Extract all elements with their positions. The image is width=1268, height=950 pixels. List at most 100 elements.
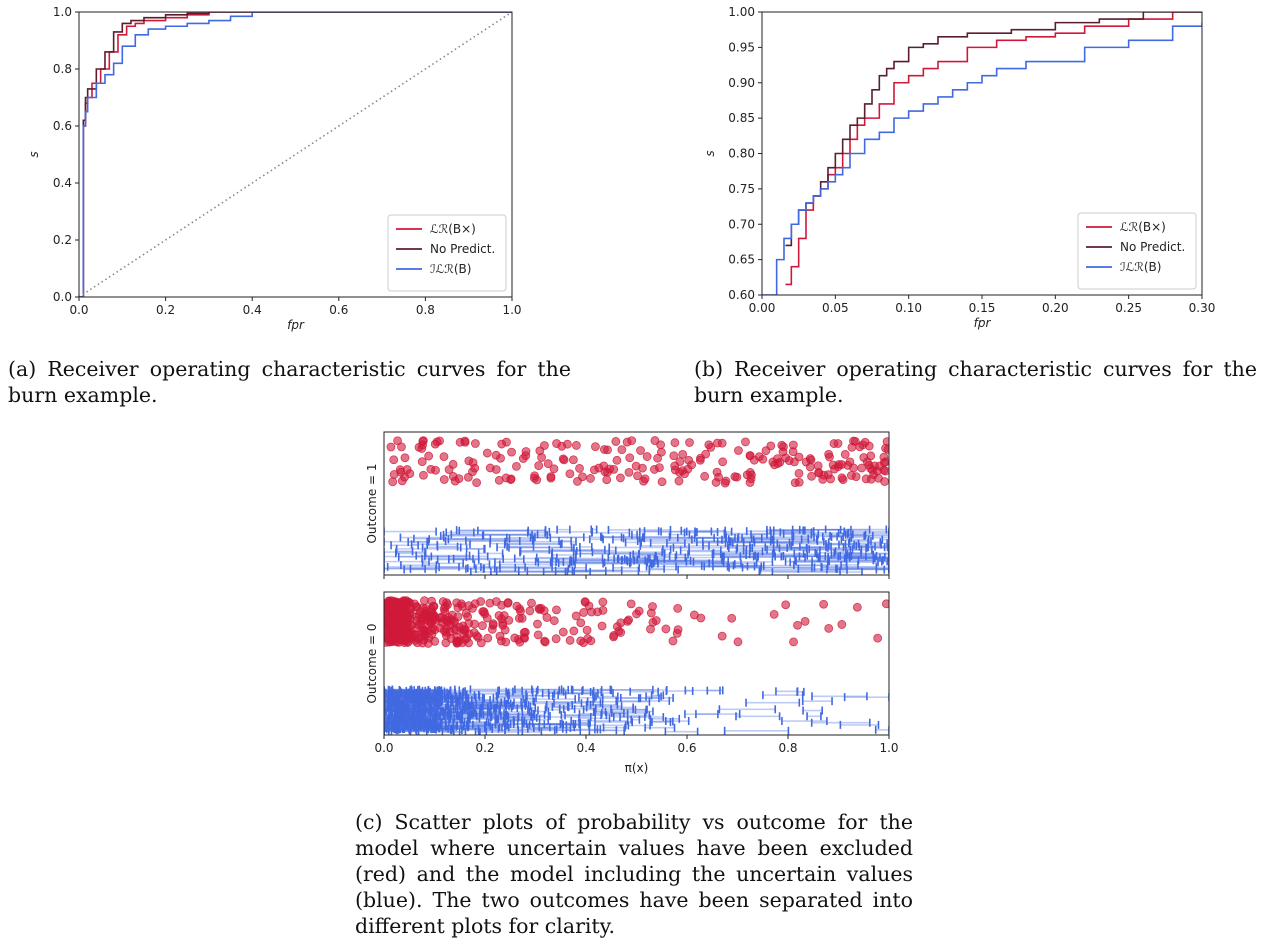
probability-point xyxy=(634,606,644,616)
probability-point xyxy=(525,606,535,616)
probability-point xyxy=(494,475,504,485)
probability-point xyxy=(430,636,440,646)
probability-point xyxy=(873,633,883,643)
probability-point xyxy=(491,450,501,460)
probability-point xyxy=(384,602,391,612)
probability-point xyxy=(429,601,439,611)
probability-point xyxy=(612,455,622,465)
y-tick-label: 0.2 xyxy=(53,233,72,247)
x-tick-label: 0.0 xyxy=(374,741,393,755)
probability-point xyxy=(533,630,543,640)
probability-point xyxy=(800,616,810,626)
probability-point xyxy=(478,621,487,631)
probability-point xyxy=(442,598,452,608)
y-tick-label: 0.75 xyxy=(728,182,755,196)
probability-point xyxy=(532,475,542,485)
probability-point xyxy=(685,438,694,447)
probability-point xyxy=(881,599,889,609)
probability-point xyxy=(514,613,524,623)
probability-point xyxy=(624,615,634,625)
probability-point xyxy=(435,436,444,446)
probability-point xyxy=(405,469,415,479)
probability-point xyxy=(718,457,728,467)
probability-point xyxy=(549,616,559,626)
probability-point xyxy=(579,608,589,617)
probability-point xyxy=(552,605,561,615)
x-tick-label: 0.10 xyxy=(895,301,922,315)
probability-point xyxy=(535,446,545,456)
probability-point xyxy=(482,448,492,458)
probability-point xyxy=(598,597,608,607)
probability-point xyxy=(397,604,407,614)
probability-point xyxy=(512,462,521,471)
probability-point xyxy=(472,478,482,488)
y-tick-label: 0.6 xyxy=(53,119,72,133)
probability-point xyxy=(503,598,513,607)
probability-point xyxy=(734,446,743,455)
probability-point xyxy=(549,464,559,474)
probability-point xyxy=(565,469,575,479)
probability-point xyxy=(881,466,889,476)
probability-point xyxy=(624,467,634,477)
probability-point xyxy=(431,615,441,625)
probability-point xyxy=(807,471,816,481)
probability-scatter-chart-c: Outcome = 1 Outcome = 0 0.0 0.2 0.4 0.6 0.8 1.0… xyxy=(365,431,899,775)
x-tick-label: 0.8 xyxy=(778,741,797,755)
probability-point xyxy=(543,459,553,469)
probability-point xyxy=(470,439,480,448)
probability-point xyxy=(565,635,575,645)
probability-point xyxy=(398,616,407,626)
probability-point xyxy=(860,437,870,447)
probability-point xyxy=(616,618,626,628)
probability-point xyxy=(457,601,467,611)
roc-chart-b: 0.00 0.05 0.10 0.15 0.20 0.25 0.30 0.60 0.65 0.70… xyxy=(703,5,1215,330)
x-axis-label: π(x) xyxy=(625,761,649,775)
probability-point xyxy=(478,607,488,616)
x-tick-label: 1.0 xyxy=(502,303,521,317)
probability-point xyxy=(495,631,505,641)
probability-point xyxy=(611,437,621,446)
x-tick-label: 0.2 xyxy=(156,303,175,317)
probability-point xyxy=(669,451,679,461)
x-tick-label: 0.15 xyxy=(969,301,996,315)
probability-point xyxy=(741,437,750,447)
probability-point xyxy=(412,616,422,625)
probability-point xyxy=(770,460,779,470)
probability-point xyxy=(400,453,410,463)
y-tick-label: 0.4 xyxy=(53,176,72,190)
probability-point xyxy=(417,457,427,467)
probability-point xyxy=(732,472,742,482)
probability-point xyxy=(866,474,876,484)
probability-point xyxy=(846,471,856,480)
x-tick-label: 0.30 xyxy=(1189,301,1216,315)
probability-point xyxy=(717,438,727,448)
probability-point xyxy=(642,452,652,461)
probability-point xyxy=(640,474,650,484)
x-tick-label: 0.2 xyxy=(475,741,494,755)
probability-point xyxy=(706,442,716,452)
legend-label-nopred: No Predict. xyxy=(430,242,495,256)
panel-frame xyxy=(383,591,890,736)
legend-box xyxy=(387,214,507,292)
probability-point xyxy=(674,476,684,486)
probability-point xyxy=(412,602,422,612)
probability-point xyxy=(520,633,530,643)
probability-point xyxy=(582,625,592,635)
probability-point xyxy=(837,620,847,629)
probability-point xyxy=(819,599,829,609)
probability-point xyxy=(510,633,520,643)
probability-point xyxy=(391,630,401,640)
x-tick-label: 0.05 xyxy=(822,301,849,315)
probability-point xyxy=(586,474,595,483)
probability-point xyxy=(648,617,658,627)
probability-point xyxy=(794,468,804,478)
probability-point xyxy=(880,477,889,486)
probability-point xyxy=(678,449,688,459)
x-tick-label: 0.6 xyxy=(677,741,696,755)
y-tick-label: 0.85 xyxy=(728,111,755,125)
probability-point xyxy=(389,455,399,465)
probability-point xyxy=(419,629,429,639)
probability-point xyxy=(616,628,626,637)
probability-point xyxy=(859,453,869,462)
